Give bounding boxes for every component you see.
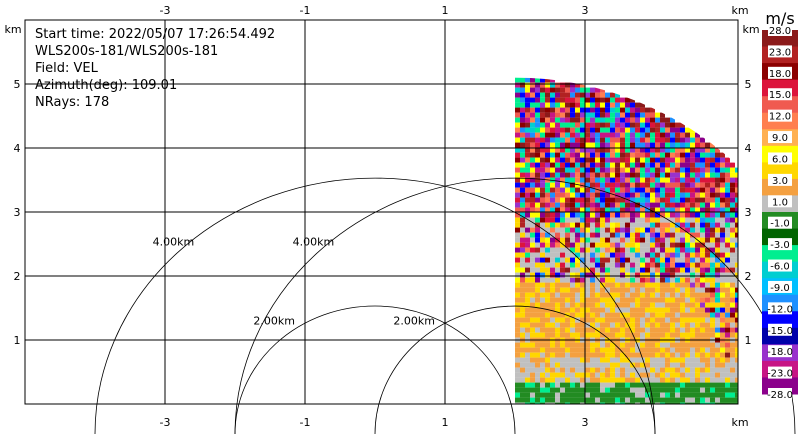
info-line: Field: VEL (35, 61, 99, 76)
x-tick-label-top: 1 (442, 4, 449, 17)
y-tick-label-left: 5 (14, 78, 21, 91)
x-tick-label-top: -3 (160, 4, 171, 17)
range-ring (234, 177, 796, 435)
colorbar-label: -23.0 (767, 369, 793, 380)
colorbar-label-bg (768, 280, 792, 293)
colorbar-label: 9.0 (772, 133, 788, 144)
y-tick-label-left: 3 (14, 206, 21, 219)
colorbar-label: 12.0 (769, 112, 791, 123)
colorbar-label-bg (768, 366, 792, 379)
colorbar-label: -15.0 (767, 326, 793, 337)
y-tick-label-right: 2 (745, 270, 752, 283)
x-tick-label-bottom: 3 (582, 416, 589, 429)
colorbar-label: 18.0 (769, 69, 791, 80)
x-tick-label-top: -1 (300, 4, 311, 17)
colorbar-label-bg (768, 345, 792, 358)
info-line: WLS200s-181/WLS200s-181 (35, 44, 218, 59)
colorbar-label: 15.0 (769, 90, 791, 101)
range-ring (374, 305, 656, 435)
range-ring-label: 2.00km (393, 315, 435, 328)
colorbar-label-bg (768, 388, 792, 400)
colorbar-label-bg (768, 216, 792, 229)
info-line: NRays: 178 (35, 95, 109, 110)
x-tick-label-top: 3 (582, 4, 589, 17)
colorbar-label-bg (768, 24, 792, 36)
colorbar-label: -3.0 (770, 240, 790, 251)
colorbar-swatch (762, 96, 798, 114)
colorbar-label: 1.0 (772, 197, 788, 208)
colorbar-label-bg (768, 323, 792, 336)
axis-unit-label: km (731, 416, 748, 429)
colorbar-label: 3.0 (772, 176, 788, 187)
range-ring (94, 177, 656, 435)
colorbar-label: 6.0 (772, 154, 788, 165)
colorbar-unit: m/s (765, 9, 794, 28)
range-ring-label: 4.00km (293, 235, 335, 248)
colorbar-label-bg (768, 109, 792, 122)
range-ring (234, 305, 516, 435)
x-tick-label-bottom: 1 (442, 416, 449, 429)
info-text: Start time: 2022/05/07 17:26:54.492 WLS20… (35, 27, 275, 110)
colorbar-label-bg (768, 238, 792, 251)
y-tick-label-left: 1 (14, 334, 21, 347)
axis-unit-label: km (742, 23, 759, 36)
y-tick-label-right: 4 (745, 142, 752, 155)
y-tick-label-left: 2 (14, 270, 21, 283)
info-line: Start time: 2022/05/07 17:26:54.492 (35, 27, 275, 42)
range-ring-label: 4.00km (153, 235, 195, 248)
colorbar-label-bg (768, 131, 792, 144)
colorbar-label-bg (768, 152, 792, 165)
velocity-cells (515, 77, 738, 404)
axis-ticks: -3 -3 -1 -1 1 1 3 3 1 1 2 2 3 3 4 4 5 5 km km km km (4, 4, 759, 429)
colorbar-label: -6.0 (770, 262, 790, 273)
colorbar-label-bg (768, 259, 792, 272)
colorbar-label-bg (768, 173, 792, 186)
axis-unit-label: km (731, 4, 748, 17)
colorbar-label-bg (768, 66, 792, 79)
colorbar-label-bg (768, 45, 792, 58)
colorbar-label-bg (768, 302, 792, 315)
colorbar-label: -18.0 (767, 347, 793, 358)
range-rings: 2.00km 4.00km 2.00km 4.00km (94, 177, 796, 435)
grid (25, 20, 738, 404)
info-line: Azimuth(deg): 109.01 (35, 78, 177, 93)
y-tick-label-left: 4 (14, 142, 21, 155)
y-tick-label-right: 1 (745, 334, 752, 347)
y-tick-label-right: 5 (745, 78, 752, 91)
colorbar-label: 28.0 (769, 26, 791, 37)
colorbar-label-bg (768, 88, 792, 101)
velocity-sector (515, 77, 738, 404)
axis-unit-label: km (4, 23, 21, 36)
colorbar-label: -9.0 (770, 283, 790, 294)
colorbar-label-bg (768, 195, 792, 208)
colorbar-label: -28.0 (767, 390, 793, 401)
colorbar: 28.0 23.0 18.0 15.0 12.0 9.0 6.0 3.0 1.0 -1.0 -3.0… (762, 9, 798, 401)
x-tick-label-bottom: -1 (300, 416, 311, 429)
colorbar-label: -1.0 (770, 219, 790, 230)
range-ring-label: 2.00km (253, 315, 295, 328)
y-tick-label-right: 3 (745, 206, 752, 219)
colorbar-label: -12.0 (767, 304, 793, 315)
colorbar-label: 23.0 (769, 47, 791, 58)
x-tick-label-bottom: -3 (160, 416, 171, 429)
